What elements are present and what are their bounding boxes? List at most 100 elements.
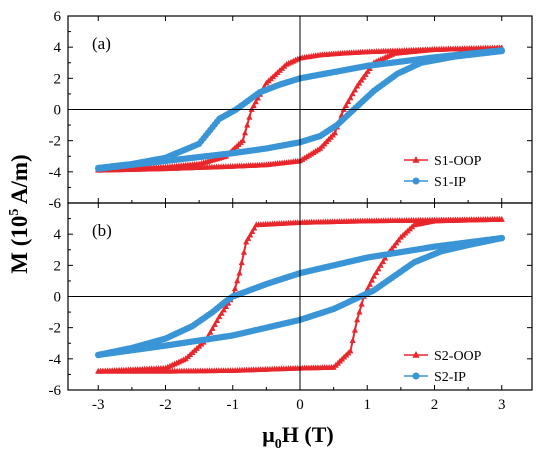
data-point-triangle — [241, 129, 249, 136]
x-axis-title-rest: H (T) — [282, 422, 334, 447]
panel-b-xtick-label: 2 — [431, 397, 439, 413]
data-point-circle — [498, 47, 505, 55]
data-point-triangle — [240, 248, 248, 255]
data-point-triangle — [250, 102, 257, 109]
legend-marker-s2-ip — [412, 372, 420, 380]
data-point-triangle — [351, 326, 358, 333]
data-point-triangle — [342, 102, 350, 108]
panel-b-ytick-label: 0 — [54, 290, 62, 306]
data-point-triangle — [373, 269, 380, 275]
panel-b-ytick-label: -4 — [49, 352, 62, 368]
panel-b-xtick-label: 3 — [498, 397, 506, 413]
data-point-triangle — [356, 308, 363, 315]
panel-a-series — [95, 44, 505, 173]
y-axis-title-exponent: 5 — [7, 209, 22, 216]
panel-a-ytick-label: 4 — [54, 40, 62, 56]
data-point-triangle — [347, 94, 354, 101]
panel-a-label: (a) — [92, 34, 111, 53]
panel-a: -6 -4 -2 0 2 4 6 (a) S1-OOP S1-IP — [49, 9, 533, 212]
data-point-triangle — [375, 265, 382, 272]
data-point-triangle — [354, 316, 361, 323]
y-axis-title-main: M (10 — [7, 216, 32, 274]
data-point-triangle — [254, 94, 261, 101]
data-point-triangle — [252, 98, 259, 105]
data-point-triangle — [246, 113, 253, 120]
data-point-triangle — [247, 231, 254, 238]
legend-label-s1-ip: S1-IP — [434, 175, 466, 190]
data-point-triangle — [349, 90, 356, 97]
panel-a-ytick-label: -4 — [49, 165, 62, 181]
data-point-triangle — [498, 215, 505, 222]
data-point-triangle — [249, 228, 256, 235]
data-point-triangle — [349, 337, 356, 344]
data-point-triangle — [207, 328, 214, 335]
data-point-triangle — [358, 300, 365, 307]
panel-b-label: (b) — [92, 221, 112, 240]
data-point-triangle — [236, 269, 243, 276]
x-axis-title: μ0H (T) — [262, 422, 333, 452]
panel-a-ytick-label: 2 — [54, 71, 62, 87]
y-axis-title: M (105 A/m) — [7, 154, 32, 273]
panel-a-ytick-label: -6 — [49, 196, 62, 212]
panel-b-ticks: -6 -4 -2 0 2 4 -3 -2 -1 0 1 2 3 — [49, 202, 532, 413]
series-s2-oop — [95, 215, 505, 374]
data-point-triangle — [360, 73, 367, 80]
data-point-triangle — [234, 277, 241, 284]
data-point-triangle — [244, 121, 251, 128]
data-point-triangle — [245, 235, 252, 241]
data-point-triangle — [345, 98, 352, 105]
series-s1-ip — [95, 47, 505, 172]
panel-a-ytick-label: -2 — [49, 134, 62, 150]
data-point-triangle — [377, 261, 384, 268]
data-point-triangle — [216, 313, 223, 320]
data-point-triangle — [248, 106, 255, 112]
y-axis-title-unit: A/m) — [7, 154, 32, 208]
data-point-triangle — [218, 309, 225, 316]
data-point-triangle — [347, 347, 354, 354]
data-point-triangle — [331, 129, 339, 136]
data-point-triangle — [351, 86, 358, 93]
panel-b-ytick-label: 4 — [54, 227, 62, 243]
data-point-triangle — [231, 285, 239, 292]
x-axis-title-mu: μ — [262, 422, 275, 447]
data-point-triangle — [364, 68, 371, 74]
data-point-triangle — [368, 276, 376, 283]
data-point-triangle — [209, 325, 216, 331]
data-point-triangle — [362, 71, 369, 77]
data-point-triangle — [243, 238, 250, 245]
panel-a-ytick-label: 0 — [54, 103, 62, 119]
data-point-triangle — [239, 137, 246, 144]
panel-b-ytick-label: -6 — [49, 383, 62, 399]
panel-b-ytick-label: 2 — [54, 258, 62, 274]
data-point-circle — [498, 234, 505, 242]
data-point-triangle — [238, 259, 245, 266]
panel-a-legend: S1-OOP S1-IP — [404, 154, 482, 190]
legend-label-s2-ip: S2-IP — [434, 370, 466, 385]
series-s2-ip — [95, 234, 505, 359]
data-point-triangle — [340, 106, 347, 112]
legend-marker-s2-oop — [412, 351, 420, 358]
panel-a-ticks: -6 -4 -2 0 2 4 6 — [49, 9, 532, 212]
data-point-triangle — [220, 306, 227, 313]
panel-b-xtick-label: 0 — [296, 397, 304, 413]
data-point-triangle — [379, 258, 386, 265]
panel-b-legend: S2-OOP S2-IP — [404, 349, 482, 385]
panel-a-ytick-label: 6 — [54, 9, 62, 25]
legend-label-s2-oop: S2-OOP — [434, 349, 482, 364]
panel-b-series — [95, 215, 505, 374]
x-axis-title-subscript: 0 — [275, 437, 282, 452]
panel-b-xtick-label: -3 — [92, 397, 105, 413]
data-point-triangle — [356, 79, 363, 86]
data-point-triangle — [354, 82, 361, 89]
data-point-triangle — [214, 317, 221, 324]
panel-b-xtick-label: -1 — [227, 397, 240, 413]
data-point-triangle — [211, 321, 218, 327]
panel-b-ytick-label: -2 — [49, 321, 62, 337]
data-point-triangle — [370, 272, 378, 279]
panel-b-xtick-label: 1 — [363, 397, 371, 413]
panel-b-xtick-label: -2 — [159, 397, 172, 413]
panel-b: -6 -4 -2 0 2 4 -3 -2 -1 0 1 2 3 (b) S2-OOP S2-IP — [49, 202, 533, 413]
legend-marker-s1-ip — [412, 177, 420, 185]
legend-marker-s1-oop — [412, 156, 420, 163]
